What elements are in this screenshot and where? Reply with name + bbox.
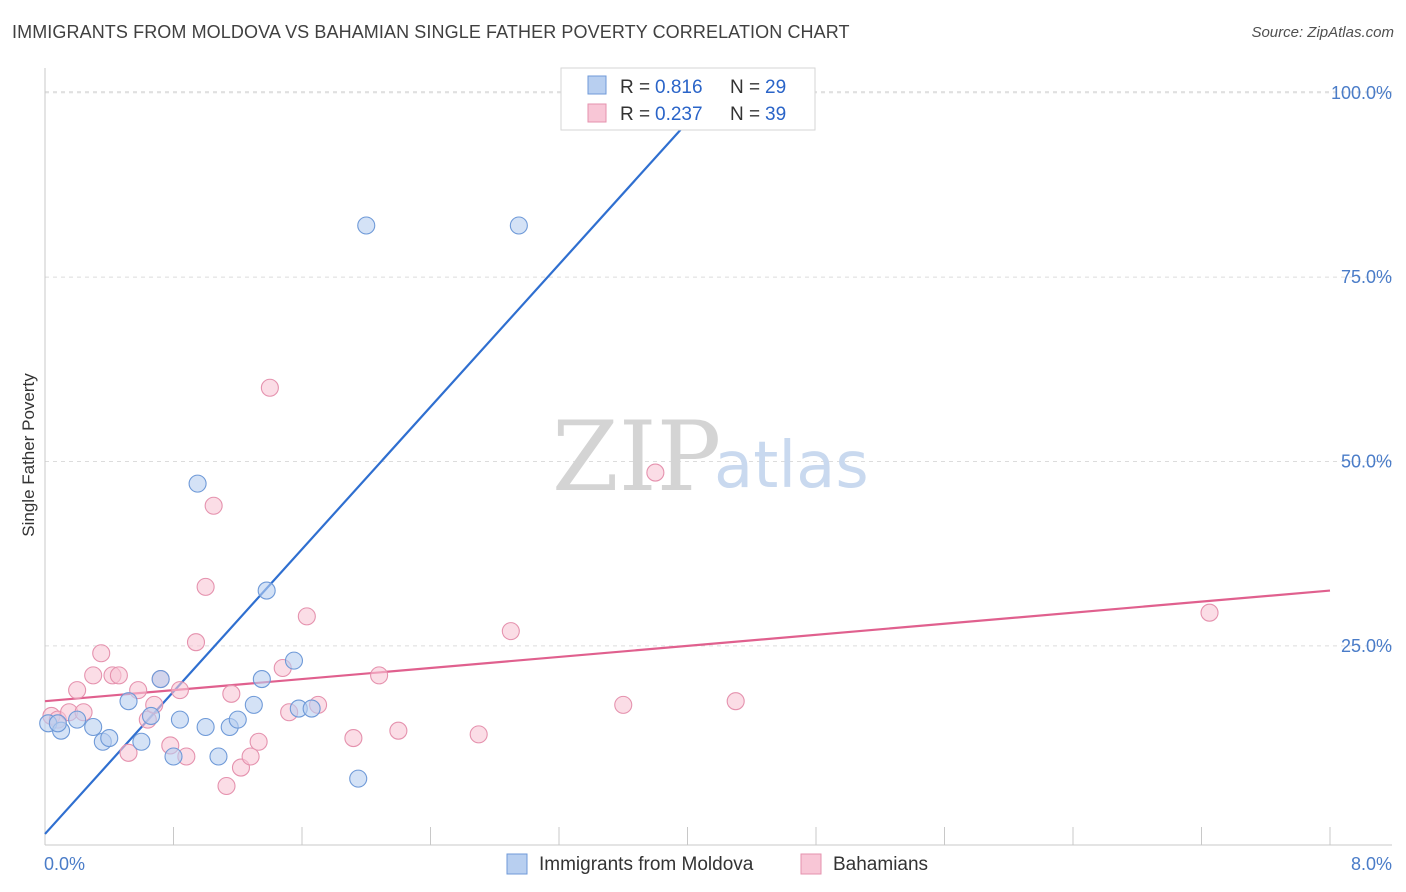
x-tick-label-min: 0.0%	[44, 854, 85, 874]
data-point-pink	[344, 729, 363, 748]
data-point-pink	[217, 776, 236, 796]
data-point-blue	[48, 714, 67, 733]
data-point-pink	[260, 378, 279, 397]
legend-n-value-2: 39	[765, 104, 786, 125]
data-point-blue	[228, 710, 247, 729]
data-point-blue	[100, 729, 119, 748]
data-point-pink	[68, 681, 87, 700]
data-point-pink	[389, 721, 408, 740]
data-point-blue	[164, 747, 183, 766]
y-axis-label: Single Father Poverty	[19, 373, 38, 537]
legend-r-label-2: R =	[620, 104, 650, 125]
y-tick-label: 100.0%	[1331, 83, 1392, 103]
data-point-blue	[302, 699, 321, 718]
data-point-pink	[370, 666, 389, 685]
legend-n-label-2: N =	[730, 104, 760, 125]
x-tick-label-max: 8.0%	[1351, 854, 1392, 874]
series-legend-swatch-bahamians	[800, 853, 822, 875]
legend-r-value-2: 0.237	[655, 104, 703, 125]
data-point-blue	[151, 670, 170, 689]
data-point-blue	[209, 747, 228, 766]
legend-r-value-1: 0.816	[655, 77, 703, 98]
chart-title: IMMIGRANTS FROM MOLDOVA VS BAHAMIAN SING…	[12, 22, 850, 42]
data-point-pink	[249, 732, 268, 751]
legend-r-label-1: R =	[620, 77, 650, 98]
legend-swatch-blue	[587, 75, 607, 95]
data-point-blue	[244, 695, 263, 714]
legend-n-value-1: 29	[765, 77, 786, 98]
data-point-pink	[196, 577, 215, 596]
data-point-blue	[119, 692, 138, 711]
data-point-pink	[204, 496, 223, 515]
data-point-blue	[188, 474, 207, 493]
watermark-zip: ZIP	[552, 401, 721, 513]
data-point-pink	[241, 747, 260, 766]
data-point-blue	[170, 710, 189, 729]
data-point-pink	[297, 607, 316, 626]
y-tick-label: 25.0%	[1341, 636, 1392, 656]
data-point-pink	[84, 666, 103, 685]
data-point-pink	[646, 463, 665, 482]
source-credit: Source: ZipAtlas.com	[1251, 24, 1394, 41]
gridlines	[45, 91, 1392, 647]
series-legend-swatch-moldova	[506, 853, 528, 875]
data-point-blue	[141, 706, 161, 725]
series-legend-label-moldova: Immigrants from Moldova	[539, 854, 754, 875]
data-point-pink	[186, 633, 206, 652]
data-point-blue	[509, 216, 528, 235]
stats-legend: R = 0.816 N = 29 R = 0.237 N = 39	[560, 67, 816, 131]
data-point-pink	[92, 644, 111, 663]
data-point-blue	[84, 717, 103, 737]
series-legend-label-bahamians: Bahamians	[833, 854, 928, 875]
data-point-pink	[726, 692, 745, 711]
data-point-pink	[614, 695, 633, 714]
y-tick-label: 75.0%	[1341, 267, 1392, 287]
data-point-pink	[170, 681, 189, 700]
data-point-blue	[284, 651, 304, 670]
data-point-pink	[1200, 603, 1219, 622]
data-point-blue	[257, 581, 276, 600]
data-point-blue	[357, 216, 376, 235]
data-point-blue	[68, 710, 87, 729]
data-point-pink	[222, 684, 241, 703]
y-tick-label: 50.0%	[1341, 452, 1392, 472]
watermark-atlas: atlas	[714, 429, 869, 503]
legend-n-label-1: N =	[730, 77, 760, 98]
data-point-pink	[469, 725, 488, 744]
legend-swatch-pink	[587, 103, 607, 123]
watermark: ZIP atlas	[552, 401, 869, 513]
series-legend: Immigrants from Moldova Bahamians	[506, 853, 928, 875]
data-point-pink	[119, 743, 138, 762]
data-point-blue	[132, 732, 151, 751]
data-point-pink	[501, 622, 520, 641]
tick-labels: 25.0% 50.0% 75.0% 100.0% 0.0% 8.0%	[44, 83, 1392, 874]
data-point-blue	[252, 670, 271, 689]
data-point-pink	[109, 666, 128, 685]
data-point-blue	[196, 717, 215, 737]
data-point-blue	[349, 769, 368, 788]
